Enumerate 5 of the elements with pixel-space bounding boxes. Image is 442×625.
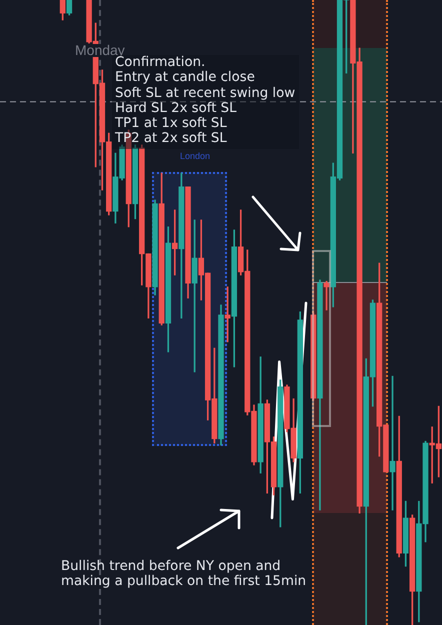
annotation: Confirmation. Entry at candle close Soft SL at recent swing low Hard SL 2x soft SL TP1 at 1x soft SL TP2 at 2x soft SL	[112, 55, 300, 149]
annotation: Monday	[74, 42, 126, 58]
annotation: London	[180, 151, 210, 162]
candlestick	[390, 376, 396, 510]
annotation: Bullish trend before NY open and making a pullback on the first 15min	[61, 559, 306, 589]
